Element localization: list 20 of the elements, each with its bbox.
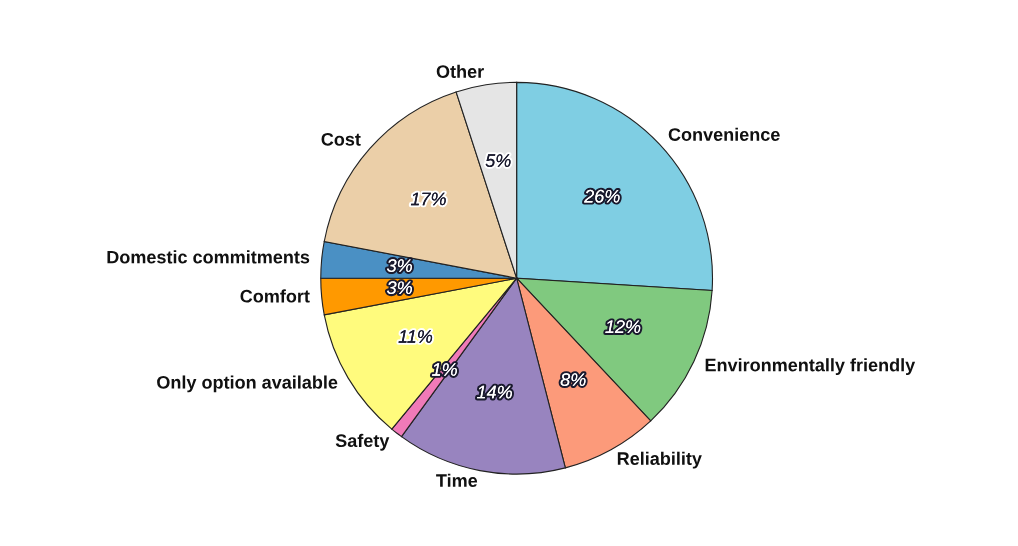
- slice-label: Reliability: [617, 451, 702, 469]
- slice-label: Safety: [335, 433, 390, 451]
- slice-label: Other: [436, 64, 484, 78]
- data-label: 3%: [387, 259, 412, 272]
- slice-label: Only option available: [157, 375, 338, 393]
- data-label: 1%: [432, 363, 457, 376]
- data-label: 3%: [387, 281, 412, 295]
- data-label: 17%: [410, 192, 446, 206]
- data-label: 14%: [477, 385, 512, 399]
- slice-label: Domestic commitments: [107, 250, 310, 264]
- data-label: 12%: [605, 320, 641, 333]
- data-label: 8%: [560, 373, 586, 387]
- data-label: 11%: [398, 330, 433, 343]
- slice-label: Convenience: [668, 127, 780, 141]
- slice-label: Cost: [321, 132, 361, 146]
- data-label: 5%: [485, 154, 511, 167]
- slice-label: Comfort: [240, 289, 310, 303]
- slice-label: Environmentally friendly: [705, 358, 916, 375]
- slice-label: Time: [436, 473, 478, 487]
- data-label: 26%: [584, 189, 620, 203]
